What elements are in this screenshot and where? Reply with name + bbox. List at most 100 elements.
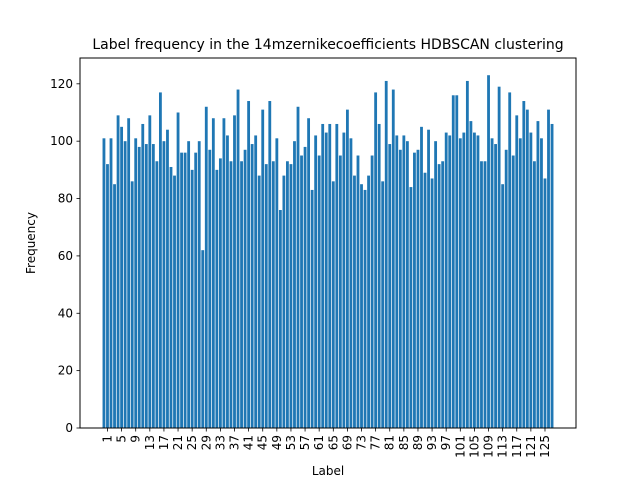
bar <box>458 138 462 429</box>
bar <box>211 118 215 429</box>
bar <box>257 175 261 428</box>
bar <box>201 250 205 428</box>
x-tick-label: 113 <box>496 435 510 458</box>
bar <box>430 178 434 428</box>
bar <box>427 129 430 428</box>
bar <box>204 106 208 428</box>
bar <box>448 135 452 428</box>
x-axis: 1 5 9 13 17 21 25 29 33 37 41 45 49 53 57 61 65 69 73 77 81 8… <box>100 428 552 458</box>
x-tick-label: 45 <box>256 435 270 450</box>
x-tick-label: 69 <box>340 435 354 450</box>
bar <box>303 146 307 428</box>
bar <box>120 126 124 428</box>
bar <box>511 155 515 428</box>
bar <box>155 161 159 429</box>
bar <box>127 118 131 429</box>
bar <box>236 89 240 428</box>
x-tick-label: 41 <box>242 435 256 450</box>
bar <box>176 112 180 428</box>
bar <box>532 161 536 429</box>
bar <box>310 189 314 428</box>
bar <box>247 101 251 428</box>
y-axis: 0 20 40 60 80 100 120 <box>50 77 80 435</box>
x-tick-label: 37 <box>228 435 242 450</box>
bar <box>529 132 533 428</box>
bar <box>130 181 134 428</box>
bar <box>342 132 346 428</box>
bar <box>102 138 106 429</box>
bar <box>331 181 335 428</box>
bar <box>444 132 448 428</box>
x-tick-label: 17 <box>157 435 171 450</box>
bar <box>278 210 282 428</box>
bar <box>240 161 243 429</box>
x-tick-label: 109 <box>482 435 496 458</box>
bar <box>473 132 476 428</box>
y-tick-label: 60 <box>58 249 73 263</box>
y-tick-label: 20 <box>58 364 73 378</box>
bar <box>388 144 392 428</box>
bar <box>321 123 325 428</box>
x-tick-label: 1 <box>100 435 114 443</box>
bar <box>469 121 473 429</box>
y-axis-label: Frequency <box>24 212 38 274</box>
x-tick-label: 77 <box>369 435 383 450</box>
bar <box>497 86 501 429</box>
bar <box>402 135 406 428</box>
bar <box>384 80 388 428</box>
bar <box>317 155 321 428</box>
bar <box>141 123 145 428</box>
y-tick-label: 40 <box>58 306 73 320</box>
x-tick-label: 125 <box>538 435 552 458</box>
bar <box>162 141 166 429</box>
x-tick-label: 81 <box>383 435 397 450</box>
bar <box>487 75 490 429</box>
bar <box>268 101 272 428</box>
bar <box>374 92 378 428</box>
bar <box>494 144 498 428</box>
bar <box>547 109 550 429</box>
bar <box>536 121 540 429</box>
bar <box>183 152 187 428</box>
y-tick-label: 0 <box>65 421 73 435</box>
bar <box>173 175 176 428</box>
bar <box>134 138 138 429</box>
bar <box>113 184 116 428</box>
bar <box>353 175 356 428</box>
y-tick-label: 80 <box>58 192 73 206</box>
bar <box>250 144 254 428</box>
y-tick-label: 100 <box>50 134 73 148</box>
bar <box>226 135 229 428</box>
plot-area <box>79 57 577 429</box>
bar <box>109 138 113 429</box>
bar <box>356 155 360 428</box>
x-tick-label: 57 <box>298 435 312 450</box>
bar <box>275 138 279 429</box>
bar <box>169 166 173 428</box>
bar <box>522 101 526 428</box>
bar <box>398 149 402 428</box>
bar <box>144 144 148 428</box>
bar <box>501 184 505 428</box>
bar <box>106 164 109 428</box>
chart-title: Label frequency in the 14mzernikecoeffic… <box>92 37 563 53</box>
bar <box>543 178 547 428</box>
bar <box>405 141 409 429</box>
bar <box>328 123 332 428</box>
bar <box>197 141 201 429</box>
bar <box>286 161 289 429</box>
bar <box>465 80 469 428</box>
x-tick-label: 89 <box>411 435 425 450</box>
x-tick-label: 13 <box>143 435 157 450</box>
bar <box>324 132 328 428</box>
bar <box>540 138 543 429</box>
x-tick-label: 61 <box>312 435 326 450</box>
bar <box>158 92 162 428</box>
bar <box>296 106 300 428</box>
bar <box>349 138 353 429</box>
x-tick-label: 53 <box>284 435 298 450</box>
x-tick-label: 21 <box>171 435 185 450</box>
bar <box>300 155 303 428</box>
bar <box>289 164 293 428</box>
